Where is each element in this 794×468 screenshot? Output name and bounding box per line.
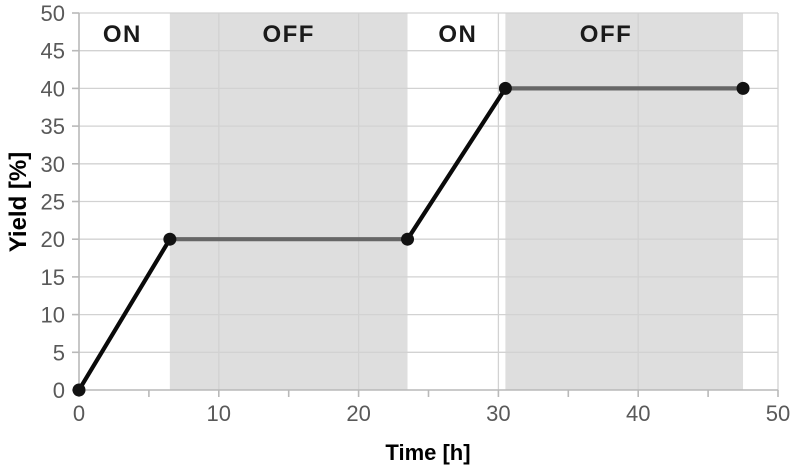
data-point-marker [163, 232, 177, 246]
y-tick-label: 0 [53, 378, 65, 403]
series-segment-on [405, 86, 508, 242]
series-segment-on [76, 237, 172, 393]
y-tick-label: 15 [41, 265, 65, 290]
y-tick-label: 50 [41, 1, 65, 26]
x-tick-label: 40 [626, 401, 650, 426]
x-tick-label: 30 [486, 401, 510, 426]
region-label-on: ON [103, 21, 142, 48]
y-tick-label: 10 [41, 303, 65, 328]
y-tick-label: 45 [41, 39, 65, 64]
region-label-on: ON [438, 21, 477, 48]
tick-labels: 0 10 20 30 40 50 0 5 10 15 20 25 30 35 40 45 50 [41, 1, 791, 426]
x-tick-label: 20 [346, 401, 370, 426]
x-axis-title: Time [h] [385, 440, 470, 465]
y-tick-label: 30 [41, 152, 65, 177]
region-label-off: OFF [262, 21, 315, 48]
on-off-region-labels: ON OFF ON OFF [103, 21, 633, 48]
data-point-marker [736, 81, 750, 95]
y-tick-label: 25 [41, 190, 65, 215]
yield-series-line [76, 86, 746, 393]
y-tick-label: 20 [41, 227, 65, 252]
x-tick-label: 50 [766, 401, 790, 426]
y-tick-label: 35 [41, 114, 65, 139]
data-point-markers [72, 81, 750, 397]
region-label-off: OFF [580, 21, 633, 48]
y-tick-label: 5 [53, 340, 65, 365]
data-point-marker [401, 232, 415, 246]
y-axis-title: Yield [%] [5, 152, 32, 252]
y-tick-label: 40 [41, 76, 65, 101]
x-tick-label: 10 [207, 401, 231, 426]
axes-and-ticks [72, 12, 779, 397]
data-point-marker [498, 81, 512, 95]
x-tick-label: 0 [73, 401, 85, 426]
data-point-marker [72, 383, 86, 397]
